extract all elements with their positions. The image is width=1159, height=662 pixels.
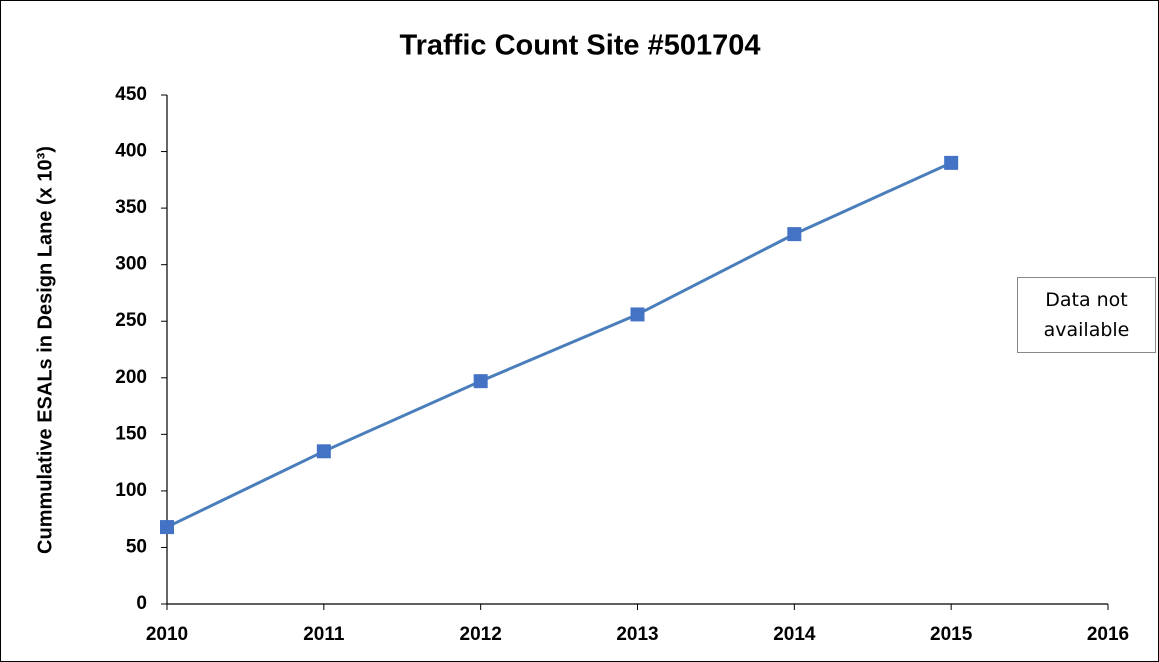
data-point: [944, 155, 959, 170]
x-tick-label: 2011: [303, 624, 345, 645]
y-tick-label: 150: [115, 423, 147, 444]
series-line: [166, 161, 952, 529]
data-point: [473, 374, 488, 389]
data-point: [160, 520, 174, 535]
x-tick-label: 2012: [460, 624, 502, 645]
y-tick-label: 250: [115, 310, 147, 331]
y-tick-label: 0: [136, 593, 147, 614]
data-point: [316, 444, 331, 459]
y-axis-label: Cummulative ESALs in Design Lane (x 10³): [34, 146, 56, 554]
y-tick-label: 50: [126, 536, 147, 557]
chart-title: Traffic Count Site #501704: [399, 30, 760, 62]
annotation: Data not available: [1017, 277, 1156, 353]
x-tick-label: 2014: [773, 624, 816, 645]
data-point: [787, 227, 802, 242]
y-tick-label: 350: [115, 197, 147, 218]
y-tick-label: 100: [115, 480, 147, 501]
y-tick-label: 400: [115, 141, 147, 162]
x-tick-label: 2015: [930, 624, 973, 645]
data-point: [630, 307, 645, 322]
x-tick-label: 2010: [146, 624, 188, 645]
y-tick-label: 200: [115, 367, 147, 388]
y-tick-label: 300: [115, 254, 147, 275]
y-tick-label: 450: [115, 84, 147, 105]
x-tick-label: 2016: [1087, 624, 1129, 645]
x-tick-label: 2013: [616, 624, 658, 645]
